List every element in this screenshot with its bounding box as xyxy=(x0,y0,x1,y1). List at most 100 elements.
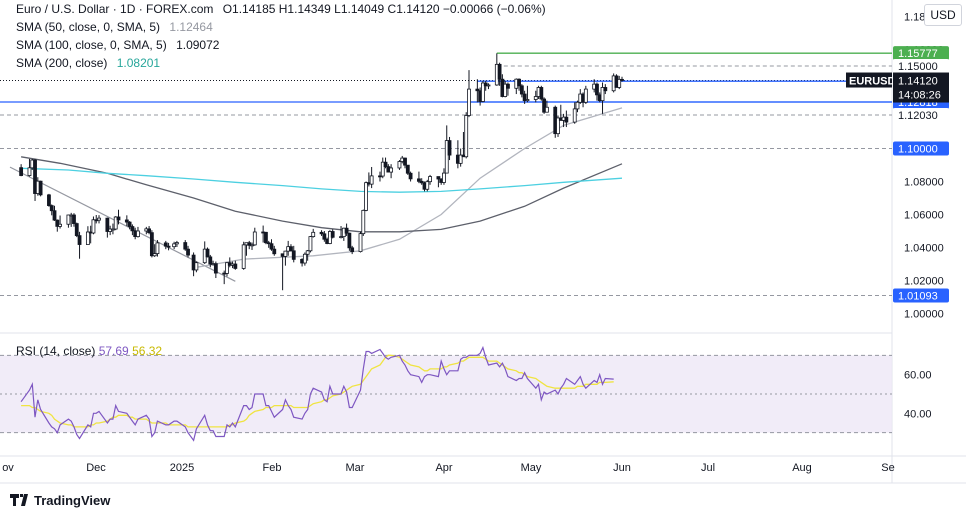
candle-body xyxy=(486,84,491,87)
candle-body xyxy=(225,262,229,274)
legend-sma-200[interactable]: SMA (200, close) 1.08201 xyxy=(16,56,160,70)
candle-body xyxy=(475,88,480,92)
legend-sma-100[interactable]: SMA (100, close, 0, SMA, 5) 1.09072 xyxy=(16,38,219,52)
time-tick-label: Dec xyxy=(86,462,106,474)
candle xyxy=(241,241,246,270)
candle-body xyxy=(147,228,151,234)
sma-line-100 xyxy=(20,156,623,233)
price-level-label-bg xyxy=(893,141,949,156)
price-tag-countdown: 14:08:26 xyxy=(898,90,941,102)
currency-button[interactable]: USD xyxy=(924,4,962,26)
candle xyxy=(428,174,432,185)
candle-body xyxy=(186,248,190,256)
candle xyxy=(155,240,160,257)
rsi-line xyxy=(20,345,614,442)
candle-body xyxy=(617,78,622,88)
candle xyxy=(442,168,446,185)
time-tick-label: Jun xyxy=(613,462,631,474)
candle xyxy=(464,112,469,159)
candle-body xyxy=(205,248,210,258)
candle xyxy=(408,171,413,182)
candle xyxy=(380,157,385,179)
candle-body xyxy=(519,85,524,95)
price-level-label: 1.15777 xyxy=(893,46,949,61)
candle-body xyxy=(166,245,171,248)
price-level-label-text: 1.15000 xyxy=(898,61,938,73)
candle-body xyxy=(152,253,157,257)
price-level-label-bg xyxy=(893,46,949,61)
candle-body xyxy=(194,262,199,271)
time-tick-label: Feb xyxy=(263,462,282,474)
candle xyxy=(308,235,313,253)
candle xyxy=(542,97,547,114)
candle xyxy=(147,226,151,235)
candle xyxy=(444,125,449,174)
candle-body xyxy=(525,99,530,102)
candle-body xyxy=(405,164,410,174)
candle-body xyxy=(344,227,349,234)
candle xyxy=(458,148,463,167)
candle xyxy=(503,80,508,98)
candle xyxy=(483,80,488,91)
candle xyxy=(369,166,374,189)
candle-body xyxy=(483,82,488,87)
candle xyxy=(486,83,491,90)
candle xyxy=(136,226,140,238)
candle xyxy=(425,179,430,192)
chart-title: Euro / U.S. Dollar · 1D · FOREX.com xyxy=(16,2,214,16)
candle-body xyxy=(572,108,577,123)
candle xyxy=(358,231,363,253)
price-level-label-text: 1.12030 xyxy=(898,110,938,122)
candle-body xyxy=(308,236,313,252)
candle-body xyxy=(250,244,254,247)
candle xyxy=(389,164,394,179)
candle-body xyxy=(522,93,527,102)
legend-sma-50-label: SMA (50, close, 0, SMA, 5) xyxy=(16,20,161,34)
candle xyxy=(269,239,274,251)
legend-sma-200-label: SMA (200, close) xyxy=(16,56,108,70)
candle-body xyxy=(383,161,388,168)
candle-body xyxy=(302,253,307,264)
legend-sma-50[interactable]: SMA (50, close, 0, SMA, 5) 1.12464 xyxy=(16,20,213,34)
time-tick-label: Se xyxy=(881,462,894,474)
candle xyxy=(208,254,213,268)
rsi-tick-label: 40.00 xyxy=(904,408,932,420)
price-level-label-text: 1.10000 xyxy=(898,144,938,156)
candle xyxy=(55,219,60,232)
candle xyxy=(447,136,452,161)
candle xyxy=(280,253,285,291)
candle-body xyxy=(358,233,363,253)
price-tag-bg xyxy=(893,72,949,103)
candle xyxy=(617,75,622,90)
candle xyxy=(183,240,188,251)
candle-body xyxy=(47,194,51,206)
candle-body xyxy=(33,159,37,194)
candle xyxy=(186,245,190,258)
candle xyxy=(319,230,324,236)
legend-sma-200-value: 1.08201 xyxy=(116,56,161,70)
rsi-tick-label: 60.00 xyxy=(904,370,932,382)
candle xyxy=(264,231,268,245)
time-tick-label: ov xyxy=(2,462,14,474)
candle-body xyxy=(247,242,252,246)
price-tick-label: 1.00000 xyxy=(904,309,944,321)
candle xyxy=(403,157,407,169)
price-level-label: 1.12030 xyxy=(893,108,949,123)
candle xyxy=(166,242,171,251)
time-tick-label: Jul xyxy=(701,462,715,474)
legend-sma-100-value: 1.09072 xyxy=(176,38,220,52)
rsi-ma-line xyxy=(21,354,614,428)
candle-body xyxy=(289,246,293,252)
candle xyxy=(291,245,296,263)
candle-body xyxy=(583,88,588,103)
candle xyxy=(347,232,352,251)
candle xyxy=(233,260,238,270)
candle-body xyxy=(544,106,549,113)
candle xyxy=(213,261,218,279)
candle-body xyxy=(330,231,335,238)
candle xyxy=(525,85,530,103)
candle-body xyxy=(38,180,43,196)
price-level-label: 1.01093 xyxy=(893,288,949,303)
tradingview-brand[interactable]: TradingView xyxy=(10,493,110,508)
candle-body xyxy=(111,228,115,231)
